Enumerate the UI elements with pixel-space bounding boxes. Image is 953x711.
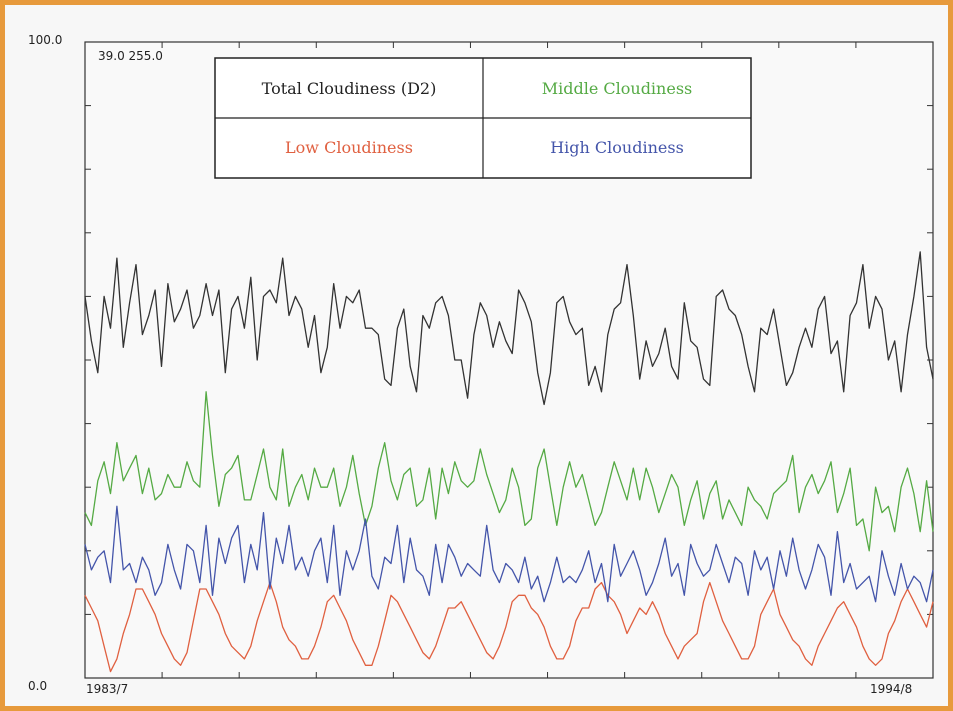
series-line-low-cloudiness (84, 581, 934, 673)
x-end-label: 1994/8 (870, 682, 912, 696)
legend-entry-low: Low Cloudiness (285, 138, 413, 157)
series-line-middle-cloudiness (84, 391, 934, 552)
x-start-label: 1983/7 (86, 682, 128, 696)
series-line-total-cloudiness-d2 (84, 251, 934, 406)
series-lines (84, 251, 934, 673)
y-max-label: 100.0 (28, 33, 62, 47)
y-min-label: 0.0 (28, 679, 47, 693)
legend-entry-high: High Cloudiness (550, 138, 684, 157)
legend-entry-total: Total Cloudiness (D2) (262, 79, 437, 98)
legend: Total Cloudiness (D2) Middle Cloudiness … (214, 57, 752, 179)
series-line-high-cloudiness (84, 505, 934, 603)
legend-entry-middle: Middle Cloudiness (542, 79, 693, 98)
corner-readout: 39.0 255.0 (98, 49, 163, 63)
